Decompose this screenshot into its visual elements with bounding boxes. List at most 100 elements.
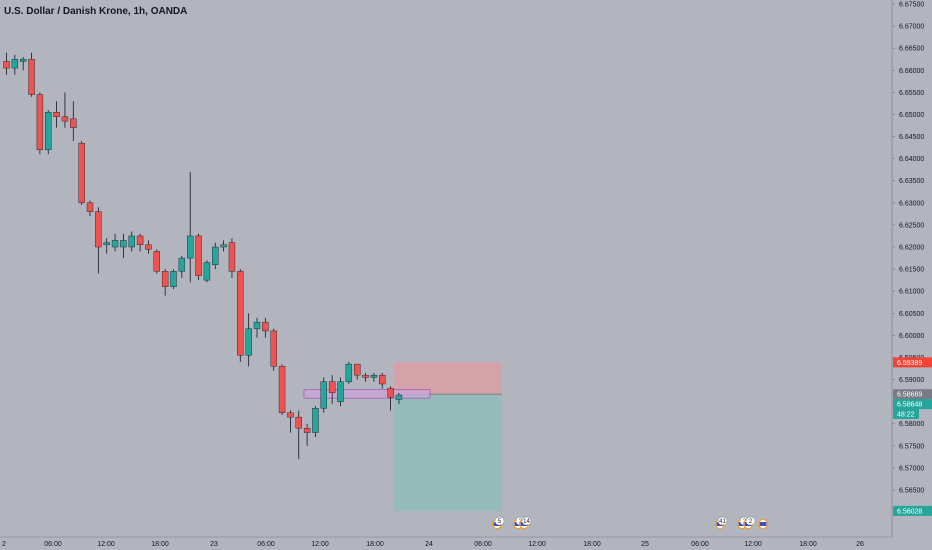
bullish-candle [186, 235, 194, 259]
bearish-candle [195, 235, 202, 276]
time-tick-label: 12:00 [311, 541, 329, 548]
bullish-candle [20, 59, 27, 62]
time-tick-label: 12:00 [97, 541, 115, 548]
time-tick-label: 26 [856, 541, 864, 548]
bullish-candle [120, 240, 127, 248]
position-zones[interactable] [303, 362, 502, 511]
bullish-candle [395, 394, 403, 400]
time-tick-label: 18:00 [366, 541, 384, 548]
price-tick-label: 6.59000 [899, 377, 924, 384]
bearish-candle [53, 112, 60, 117]
price-tag-last [893, 357, 932, 368]
bullish-candle [245, 328, 252, 356]
bearish-candle [70, 118, 77, 128]
bearish-candle [3, 61, 10, 69]
bearish-candle [78, 142, 85, 204]
price-tick-label: 6.66500 [899, 46, 924, 53]
price-tag-label: 6.59389 [897, 360, 922, 367]
bearish-candle [145, 244, 152, 250]
price-tag-entry [893, 389, 932, 400]
price-tick-label: 6.66000 [899, 68, 924, 75]
event-flag-icon[interactable]: 5 [492, 516, 505, 529]
economic-events[interactable]: 53144122 [492, 516, 768, 529]
bullish-candle [220, 244, 227, 248]
bullish-candle [170, 271, 177, 287]
price-tag-label: 6.58669 [897, 392, 922, 399]
price-tick-label: 6.63000 [899, 200, 924, 207]
stop-loss-zone[interactable] [394, 362, 502, 395]
bearish-candle [328, 381, 336, 394]
price-tag-target [893, 505, 932, 516]
price-tag-countdown [893, 409, 919, 420]
bearish-candle [379, 374, 386, 385]
bullish-candle [178, 257, 186, 272]
price-tick-label: 6.62500 [899, 222, 924, 229]
time-tick-label: 12:00 [744, 541, 762, 548]
time-tick-label: 24 [425, 541, 433, 548]
entry-range-box[interactable] [303, 389, 431, 399]
price-tick-label: 6.65500 [899, 90, 924, 97]
bearish-candle [136, 235, 144, 246]
bullish-candle [370, 374, 378, 378]
bullish-candle [312, 408, 319, 433]
bullish-candle [337, 381, 344, 402]
price-tick-label: 6.60500 [899, 311, 924, 318]
time-axis[interactable]: 2 06:00 12:00 18:00 23 06:00 12:00 18:00 24 06:00… [2, 541, 864, 548]
bearish-candle [354, 363, 361, 376]
bearish-candle [270, 330, 277, 367]
time-tick-label: 06:00 [257, 541, 275, 548]
bearish-candle [36, 94, 44, 151]
price-tick-label: 6.67000 [899, 24, 924, 31]
event-flag-icon[interactable] [758, 519, 768, 529]
event-count-badge [745, 516, 756, 526]
bearish-candle [387, 388, 394, 398]
price-tag-label: 6.58648 [897, 402, 922, 409]
bullish-candle [11, 59, 19, 69]
time-tick-label: 18:00 [799, 541, 817, 548]
us-flag-icon [759, 522, 767, 526]
price-tick-label: 6.57500 [899, 443, 924, 450]
event-count-badge [494, 516, 505, 526]
event-flag-icon[interactable]: 41 [715, 516, 728, 529]
bearish-candle [161, 271, 169, 287]
price-tag-current [893, 399, 932, 410]
bearish-candle [287, 412, 294, 418]
bullish-candle [103, 242, 110, 246]
bullish-candle [111, 240, 119, 248]
bullish-candle [253, 321, 261, 329]
event-count-label: 41 [719, 519, 726, 525]
bearish-candle [262, 321, 269, 332]
bullish-candle [128, 235, 135, 248]
time-tick-label: 25 [641, 541, 649, 548]
bearish-candle [303, 427, 311, 433]
event-count-badge [521, 516, 532, 526]
bearish-candle [295, 416, 302, 429]
price-tick-label: 6.57000 [899, 465, 924, 472]
chart-title: U.S. Dollar / Danish Krone, 1h, OANDA [4, 6, 187, 17]
price-axis[interactable]: 6.67500 6.67000 6.66500 6.66000 6.65500 6.650… [892, 2, 924, 495]
bearish-candle [86, 202, 94, 212]
bullish-candle [45, 112, 52, 151]
bearish-candle [237, 271, 244, 356]
time-tick-label: 18:00 [583, 541, 601, 548]
event-flag-icon[interactable]: 14 [519, 516, 532, 529]
bullish-candle [203, 262, 211, 281]
price-tick-label: 6.62000 [899, 245, 924, 252]
price-tick-label: 6.61000 [899, 289, 924, 296]
price-tick-label: 6.65000 [899, 112, 924, 119]
time-tick-label: 06:00 [44, 541, 62, 548]
price-tag-label: 6.56028 [897, 508, 922, 515]
event-count-label: 2 [749, 519, 753, 525]
event-count-badge [717, 516, 728, 526]
price-tick-label: 6.64000 [899, 156, 924, 163]
time-tick-label: 12:00 [528, 541, 546, 548]
take-profit-zone[interactable] [394, 394, 502, 511]
bearish-candle [228, 242, 236, 272]
bullish-candle [345, 363, 353, 382]
bullish-candle [320, 381, 327, 409]
time-tick-label: 06:00 [474, 541, 492, 548]
price-tag-label: 48:22 [897, 412, 915, 419]
event-flag-icon[interactable]: 2 [743, 516, 756, 529]
price-tick-label: 6.60000 [899, 333, 924, 340]
